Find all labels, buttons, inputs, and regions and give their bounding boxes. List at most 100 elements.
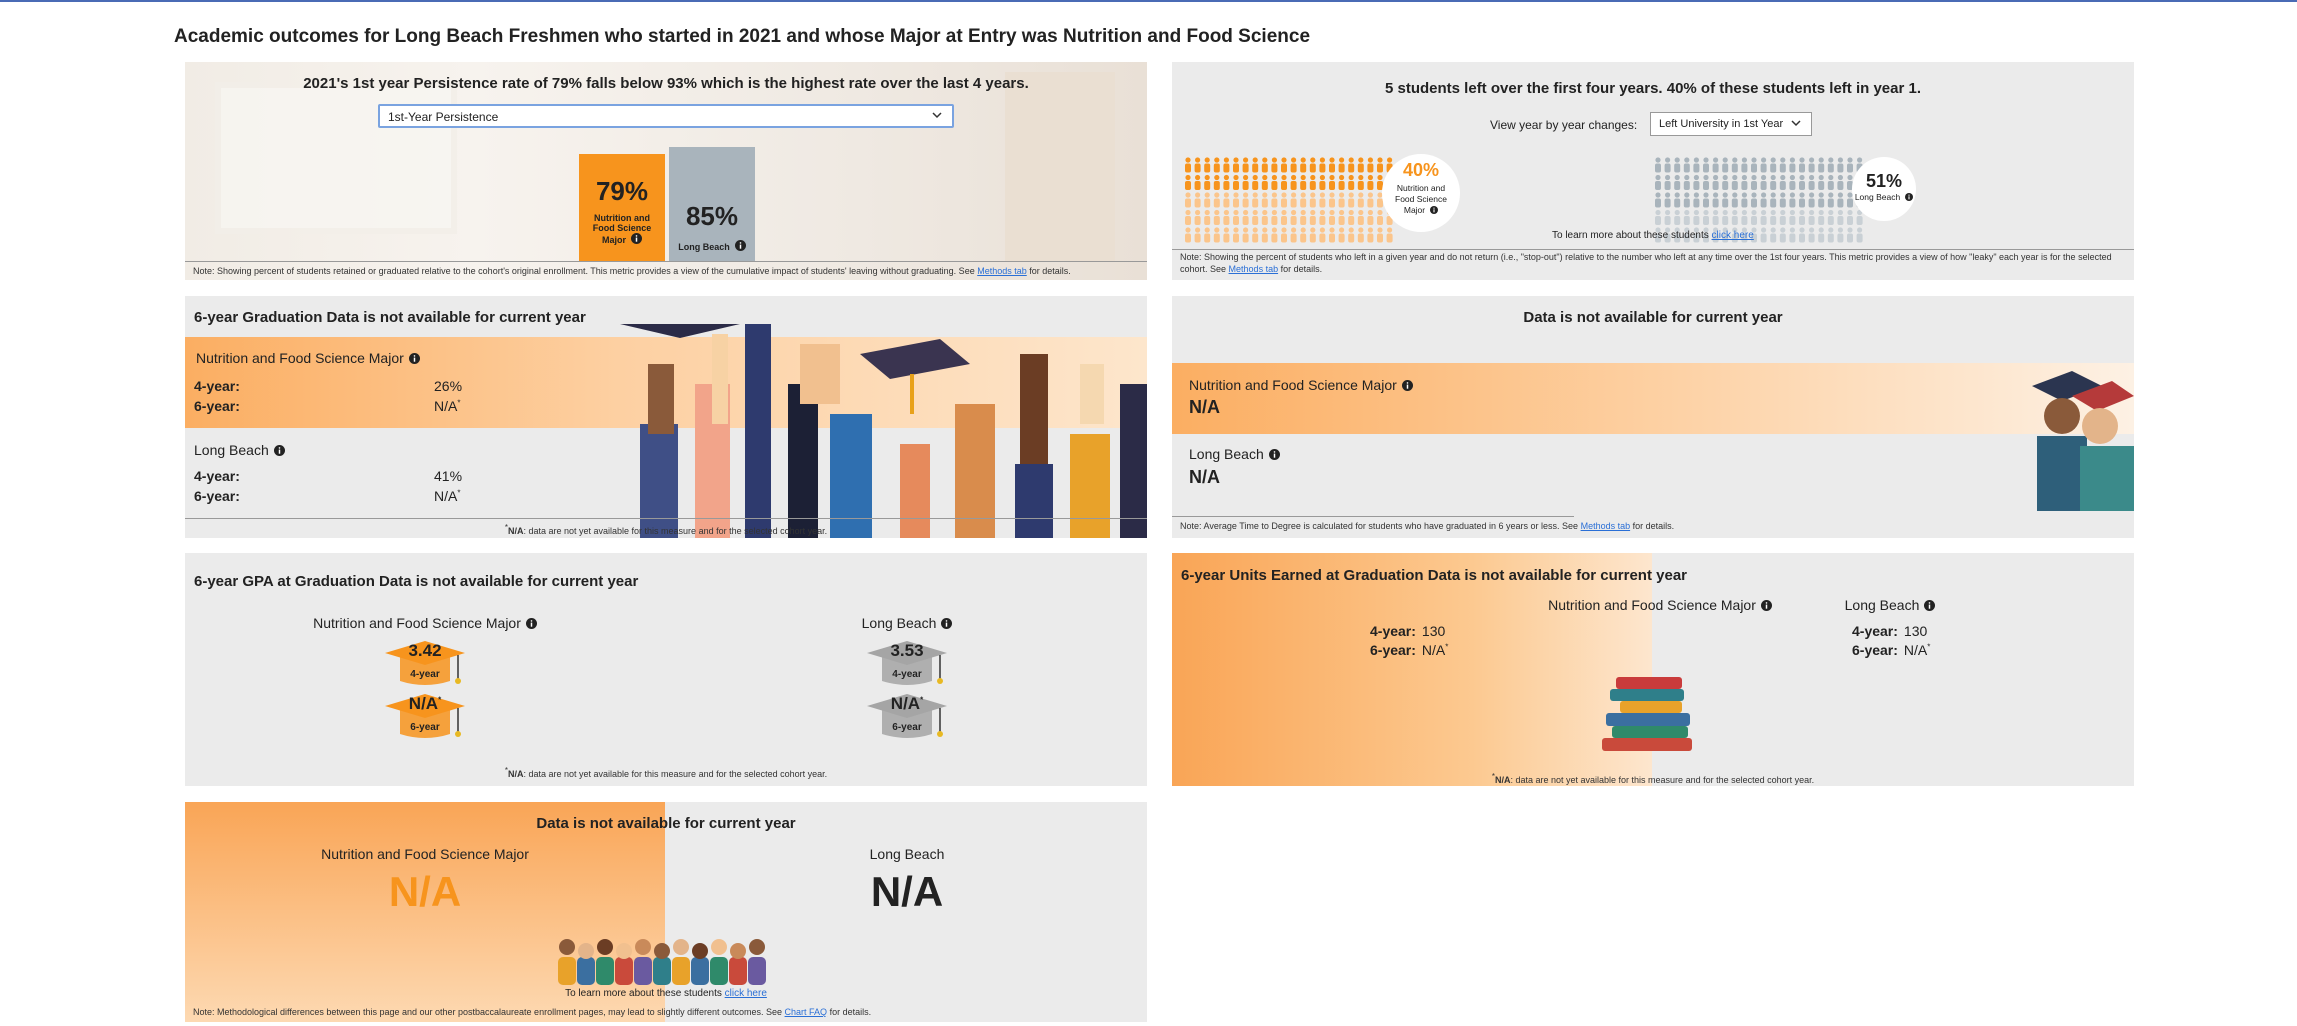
info-icon[interactable] <box>1268 449 1280 460</box>
icon-body <box>1837 216 1844 225</box>
measure-dropdown[interactable]: 1st-Year Persistence <box>378 104 954 128</box>
stat-label: 4-year: <box>1370 623 1416 639</box>
icon-body <box>1837 198 1844 208</box>
methods-link[interactable]: Methods tab <box>1580 521 1631 531</box>
person-icon <box>1722 157 1729 173</box>
person-icon <box>1703 192 1709 208</box>
person-icon <box>1693 174 1700 190</box>
info-icon[interactable] <box>408 353 420 364</box>
icon-head <box>1770 192 1776 198</box>
footnote-term: N/A <box>1494 775 1511 785</box>
icon-head <box>1684 174 1690 181</box>
icon-body <box>1856 233 1863 243</box>
icon-head <box>1281 174 1287 181</box>
person-icon <box>1367 157 1374 173</box>
icon-body <box>1348 216 1355 225</box>
icon-body <box>1703 181 1709 190</box>
faq-link[interactable]: Chart FAQ <box>784 1007 828 1017</box>
person-icon <box>1252 209 1259 225</box>
info-icon[interactable] <box>1760 600 1772 611</box>
person-icon <box>1741 174 1748 190</box>
person-icon <box>1357 209 1364 225</box>
person-icon <box>1213 174 1220 190</box>
icon-body <box>1204 216 1211 225</box>
person-icon <box>1261 157 1268 173</box>
person-icon <box>1348 209 1355 225</box>
icon-body <box>1847 216 1853 225</box>
cap-value-text: N/A <box>890 694 921 713</box>
icon-body <box>1357 198 1364 208</box>
info-icon[interactable] <box>273 445 285 456</box>
icon-head <box>1770 174 1776 181</box>
group-name: Long Beach <box>194 442 285 458</box>
icon-body <box>1779 198 1786 208</box>
person-icon <box>1338 174 1345 190</box>
methods-link[interactable]: Methods tab <box>977 266 1027 276</box>
icon-body <box>1367 233 1374 243</box>
cap-tassel-end <box>937 678 943 684</box>
person-icon <box>1271 157 1278 173</box>
footnote-mark: * <box>1445 642 1449 652</box>
info-icon[interactable] <box>734 240 746 251</box>
icon-head <box>1665 157 1671 163</box>
person-icon <box>1194 209 1201 225</box>
icon-head <box>1348 157 1354 163</box>
icon-head <box>1339 174 1345 181</box>
icon-head <box>1693 227 1699 233</box>
info-icon[interactable] <box>1905 193 1914 201</box>
cap-label: 6-year <box>892 722 922 733</box>
info-icon[interactable] <box>1401 380 1413 391</box>
person-icon <box>1185 157 1191 173</box>
icon-head <box>1367 209 1373 216</box>
heading: Data is not available for current year <box>536 815 796 832</box>
icon-body <box>1329 163 1335 173</box>
icon-body <box>1722 163 1729 173</box>
icon-body <box>1760 216 1767 225</box>
person-icon <box>1233 174 1239 190</box>
info-icon[interactable] <box>525 618 537 629</box>
icon-body <box>1377 163 1383 173</box>
info-icon[interactable] <box>1924 600 1936 611</box>
person-icon <box>1741 209 1748 225</box>
person-icon <box>1290 174 1297 190</box>
icon-body <box>1760 233 1767 243</box>
learn-link[interactable]: click here <box>1711 230 1754 241</box>
icon-head <box>1741 227 1747 233</box>
footnote: *N/A: data are not yet available for thi… <box>193 765 1139 780</box>
person-icon <box>1808 174 1815 190</box>
icon-head <box>1185 209 1191 216</box>
group-name-text: Long Beach <box>861 615 937 631</box>
info-icon[interactable] <box>1430 206 1439 214</box>
person-icon <box>1319 192 1326 208</box>
person-icon <box>1779 209 1786 225</box>
icon-head <box>1828 209 1834 216</box>
person-icon <box>1261 192 1268 208</box>
icon-body <box>1252 233 1259 243</box>
person-icon <box>1722 209 1729 225</box>
icon-head <box>1722 209 1728 216</box>
view-label: View year by year changes: <box>1490 118 1638 132</box>
year-dropdown[interactable]: Left University in 1st Year <box>1650 112 1812 136</box>
icon-head <box>1655 157 1661 163</box>
icon-head <box>1809 227 1815 233</box>
person-icon <box>1194 227 1201 243</box>
icon-body <box>1789 163 1796 173</box>
methods-link[interactable]: Methods tab <box>1228 264 1279 274</box>
icon-head <box>1252 174 1258 181</box>
person-icon <box>1329 227 1335 243</box>
icon-head <box>1655 209 1661 216</box>
icon-head <box>1233 227 1239 233</box>
info-icon[interactable] <box>631 233 642 244</box>
icon-head <box>1809 174 1815 181</box>
group-name: Nutrition and Food Science Major <box>321 846 529 862</box>
note-end: for details. <box>1029 266 1071 276</box>
icon-body <box>1712 233 1719 243</box>
icon-head <box>1387 227 1393 233</box>
icon-head <box>1809 192 1815 198</box>
info-icon[interactable] <box>941 618 953 629</box>
person-icon <box>1204 174 1211 190</box>
person-icon <box>1319 157 1326 173</box>
person-icon <box>1281 227 1287 243</box>
icon-head <box>1674 192 1680 198</box>
learn-link[interactable]: click here <box>724 988 767 999</box>
